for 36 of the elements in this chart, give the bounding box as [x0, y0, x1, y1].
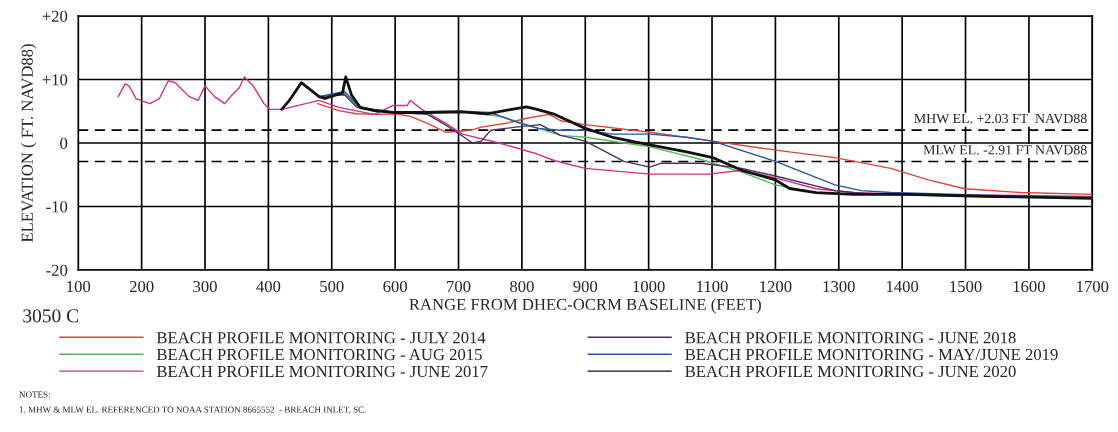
- ref-line-label: MLW EL. -2.91 FT NAVD88: [923, 145, 1087, 155]
- y-tick-label: -20: [46, 264, 68, 276]
- x-tick-label: 500: [320, 280, 344, 293]
- y-tick-label: 0: [60, 137, 68, 149]
- x-tick-label: 1300: [823, 280, 855, 293]
- line-series: [280, 75, 1093, 200]
- x-tick-label: 600: [383, 280, 408, 293]
- ref-line-label: MHW EL. +2.03 FT NAVD88: [914, 113, 1087, 124]
- y-tick-label: +10: [42, 74, 68, 86]
- legend-label: BEACH PROFILE MONITORING - MAY/JUNE 2019: [685, 348, 1058, 361]
- x-tick-label: 700: [447, 280, 471, 293]
- x-tick-label: 900: [573, 280, 598, 293]
- x-tick-label: 400: [256, 280, 281, 293]
- x-tick-label: 300: [193, 280, 217, 293]
- legend-label: BEACH PROFILE MONITORING - JUNE 2020: [685, 365, 1016, 378]
- text: NOTES:: [19, 391, 50, 398]
- x-tick-label: 800: [510, 280, 534, 293]
- text: 1. MHW & MLW EL. REFERENCED TO NOAA STATION 8665552 - BREACH INLET, SC.: [19, 406, 366, 414]
- x-tick-label: 200: [129, 280, 154, 293]
- x-tick-label: 100: [67, 280, 91, 293]
- text: 3050 C: [23, 309, 79, 323]
- x-tick-label: 1000: [633, 280, 665, 293]
- legend-label: BEACH PROFILE MONITORING - JULY 2014: [156, 332, 486, 344]
- x-tick-label: 1200: [760, 280, 792, 293]
- legend-label: BEACH PROFILE MONITORING - JUNE 2017: [156, 365, 488, 378]
- x-tick-label: 1600: [1013, 280, 1045, 293]
- x-tick-label: 1500: [950, 280, 982, 293]
- x-tick-label: 1400: [886, 280, 919, 293]
- x-tick-label: 1100: [697, 280, 728, 293]
- x-axis-title: RANGE FROM DHEC-OCRM BASELINE (FEET): [409, 298, 761, 314]
- x-tick-label: 1700: [1077, 280, 1109, 293]
- y-tick-label: -10: [46, 201, 68, 213]
- legend-label: BEACH PROFILE MONITORING - JUNE 2018: [685, 332, 1016, 344]
- y-axis-title: ELEVATION ( FT. NAVD88): [21, 44, 37, 243]
- legend-label: BEACH PROFILE MONITORING - AUG 2015: [156, 348, 482, 361]
- y-tick-label: +20: [42, 10, 68, 22]
